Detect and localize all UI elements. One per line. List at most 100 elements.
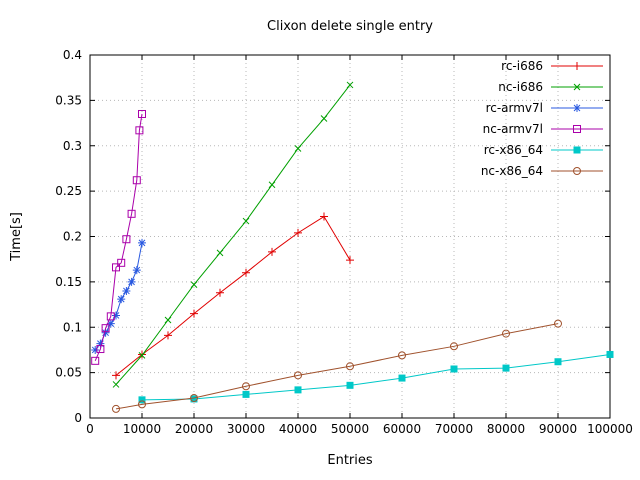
marker-circle-open: [138, 400, 146, 409]
legend-entry-rc-armv7l: rc-armv7l: [486, 101, 603, 115]
marker-cross: [138, 352, 146, 359]
marker-plus: [573, 62, 581, 70]
marker-asterisk: [91, 345, 100, 354]
y-tick-label: 0.3: [63, 139, 82, 153]
marker-plus: [164, 331, 172, 340]
marker-circle-open: [112, 404, 120, 413]
y-tick-label: 0.4: [63, 48, 82, 62]
legend-label: rc-armv7l: [486, 101, 543, 115]
marker-square-open: [101, 324, 110, 333]
series-line: [94, 113, 143, 362]
marker-cross: [216, 249, 224, 257]
legend-label: nc-armv7l: [483, 122, 543, 136]
marker-plus: [242, 268, 250, 277]
marker-asterisk: [132, 266, 141, 275]
marker-cross: [268, 181, 276, 189]
tick-marks: [89, 54, 611, 419]
marker-square-filled: [554, 358, 562, 366]
legend-entry-nc-x86_64: nc-x86_64: [481, 164, 603, 178]
y-axis-label: Time[s]: [9, 212, 24, 262]
marker-square-open: [573, 125, 581, 133]
marker-cross: [573, 83, 581, 91]
legend-entry-rc-i686: rc-i686: [501, 59, 603, 73]
series-nc-i686: [112, 81, 354, 388]
x-tick-label: 40000: [279, 422, 317, 436]
series-line: [115, 215, 351, 376]
series-nc-x86_64: [112, 319, 562, 413]
marker-square-filled: [573, 146, 581, 154]
x-tick-label: 0: [86, 422, 94, 436]
marker-asterisk: [138, 238, 146, 247]
x-tick-label: 70000: [435, 422, 473, 436]
marker-square-filled: [398, 374, 406, 382]
legend-label: nc-i686: [498, 80, 543, 94]
marker-circle-open: [294, 371, 302, 380]
marker-square-open: [117, 258, 126, 267]
marker-square-open: [127, 209, 136, 218]
x-tick-label: 10000: [123, 422, 161, 436]
marker-square-open: [135, 126, 144, 135]
marker-square-filled: [346, 381, 354, 389]
marker-plus: [112, 371, 120, 380]
marker-square-filled: [190, 395, 198, 403]
marker-cross: [190, 281, 198, 288]
marker-square-open: [91, 356, 100, 365]
x-tick-label: 20000: [175, 422, 213, 436]
x-tick-label: 60000: [383, 422, 421, 436]
marker-circle-open: [190, 394, 198, 403]
marker-circle-open: [398, 351, 406, 360]
legend-label: nc-x86_64: [481, 164, 543, 178]
marker-square-open: [112, 263, 120, 272]
marker-plus: [138, 350, 146, 359]
marker-circle-open: [573, 167, 581, 175]
marker-square-filled: [502, 364, 510, 372]
marker-square-open: [132, 176, 141, 185]
marker-square-filled: [294, 386, 302, 394]
series-line: [141, 353, 611, 401]
marker-asterisk: [112, 311, 120, 320]
series-rc-x86_64: [138, 350, 614, 404]
y-tick-label: 0.2: [63, 230, 82, 244]
chart-title: Clixon delete single entry: [267, 19, 433, 34]
marker-cross: [294, 145, 302, 152]
marker-square-filled: [450, 365, 458, 373]
marker-plus: [346, 256, 354, 265]
marker-asterisk: [117, 295, 126, 304]
legend-entry-rc-x86_64: rc-x86_64: [484, 143, 603, 157]
x-tick-label: 100000: [587, 422, 633, 436]
marker-plus: [190, 309, 198, 318]
tick-labels: 0 10000 20000 30000 40000 50000 60000 70000 8000…: [55, 48, 633, 436]
legend-label: rc-x86_64: [484, 143, 543, 157]
x-tick-label: 80000: [487, 422, 525, 436]
series-rc-armv7l: [91, 238, 146, 354]
marker-cross: [164, 316, 172, 324]
marker-asterisk: [573, 104, 581, 112]
y-tick-label: 0.25: [55, 184, 82, 198]
legend-label: rc-i686: [501, 59, 543, 73]
x-axis-label: Entries: [327, 453, 373, 468]
marker-circle-open: [346, 362, 354, 371]
x-tick-label: 50000: [331, 422, 369, 436]
marker-plus: [216, 288, 224, 297]
marker-cross: [320, 115, 328, 122]
marker-square-open: [96, 345, 105, 354]
series-line: [115, 84, 351, 385]
marker-circle-open: [450, 342, 458, 351]
marker-cross: [242, 217, 250, 225]
y-tick-label: 0.1: [63, 320, 82, 334]
y-tick-label: 0.15: [55, 275, 82, 289]
x-tick-label: 30000: [227, 422, 265, 436]
marker-square-filled: [606, 350, 614, 358]
marker-asterisk: [96, 339, 105, 348]
marker-asterisk: [101, 328, 110, 337]
legend-entry-nc-armv7l: nc-armv7l: [483, 122, 603, 136]
y-tick-label: 0.05: [55, 366, 82, 380]
marker-plus: [320, 212, 328, 221]
marker-asterisk: [127, 277, 136, 286]
legend-entry-nc-i686: nc-i686: [498, 80, 603, 94]
marker-square-open: [138, 109, 146, 118]
series-line: [115, 323, 559, 410]
marker-circle-open: [554, 319, 562, 328]
